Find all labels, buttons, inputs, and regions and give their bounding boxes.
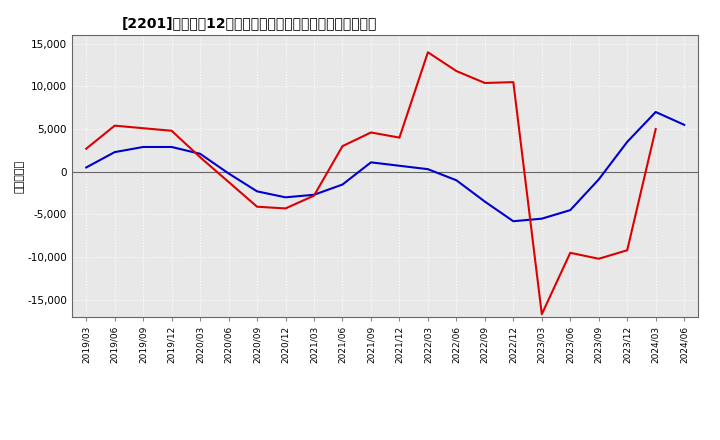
当期純利益 — [139, 125, 148, 131]
当期純利益 — [537, 312, 546, 317]
経常利益 — [110, 150, 119, 155]
当期純利益 — [82, 146, 91, 151]
経常利益 — [225, 171, 233, 176]
経常利益 — [366, 160, 375, 165]
Text: [2201]　利益だ12か月移動合計の対前年同期増減額の推移: [2201] 利益だ12か月移動合計の対前年同期増減額の推移 — [122, 16, 377, 30]
当期純利益 — [395, 135, 404, 140]
経常利益 — [395, 163, 404, 169]
経常利益 — [509, 219, 518, 224]
当期純利益 — [225, 180, 233, 185]
経常利益 — [253, 189, 261, 194]
経常利益 — [652, 110, 660, 115]
経常利益 — [282, 194, 290, 200]
当期純利益 — [338, 143, 347, 149]
当期純利益 — [423, 50, 432, 55]
当期純利益 — [196, 154, 204, 160]
Legend: 経常利益, 当期純利益: 経常利益, 当期純利益 — [296, 434, 474, 440]
経常利益 — [82, 165, 91, 170]
当期純利益 — [566, 250, 575, 256]
経常利益 — [566, 208, 575, 213]
経常利益 — [139, 144, 148, 150]
当期純利益 — [623, 248, 631, 253]
経常利益 — [310, 192, 318, 198]
Y-axis label: （百万円）: （百万円） — [14, 159, 24, 193]
当期純利益 — [652, 126, 660, 132]
当期純利益 — [366, 130, 375, 135]
当期純利益 — [110, 123, 119, 128]
当期純利益 — [509, 80, 518, 85]
経常利益 — [595, 177, 603, 182]
経常利益 — [480, 199, 489, 204]
当期純利益 — [167, 128, 176, 133]
当期純利益 — [310, 193, 318, 198]
当期純利益 — [253, 204, 261, 209]
経常利益 — [338, 182, 347, 187]
当期純利益 — [452, 68, 461, 73]
当期純利益 — [282, 206, 290, 211]
経常利益 — [623, 139, 631, 144]
経常利益 — [423, 166, 432, 172]
経常利益 — [452, 178, 461, 183]
Line: 当期純利益: 当期純利益 — [86, 52, 656, 314]
経常利益 — [680, 122, 688, 128]
経常利益 — [196, 151, 204, 157]
当期純利益 — [595, 256, 603, 261]
経常利益 — [167, 144, 176, 150]
経常利益 — [537, 216, 546, 221]
Line: 経常利益: 経常利益 — [86, 112, 684, 221]
当期純利益 — [480, 81, 489, 86]
